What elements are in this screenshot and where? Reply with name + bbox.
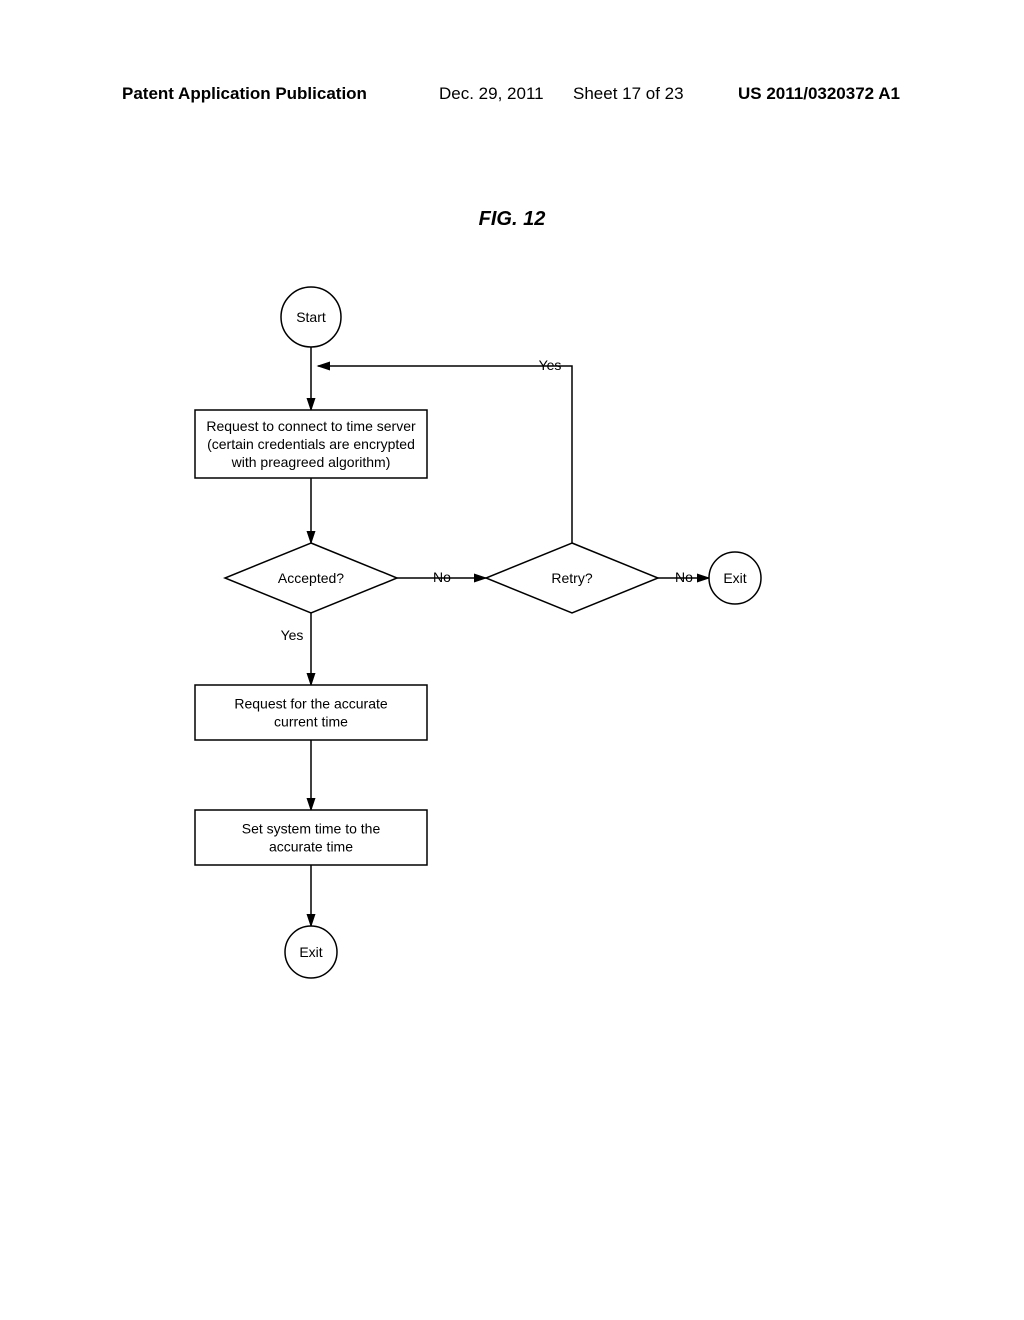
flowchart-node-label: Accepted? [278, 570, 344, 586]
flowchart-node-label: Retry? [551, 570, 592, 586]
flowchart-node-label: Exit [723, 570, 746, 586]
flowchart-edge-label: Yes [281, 627, 304, 643]
flowchart-node-label: Request to connect to time server [206, 418, 416, 434]
flowchart-node-set_time [195, 810, 427, 865]
flowchart-node-label: with preagreed algorithm) [231, 454, 391, 470]
flowchart-edge-label: No [433, 569, 451, 585]
flowchart-node-label: accurate time [269, 839, 353, 855]
flowchart-node-label: current time [274, 714, 348, 730]
flowchart-node-label: Set system time to the [242, 821, 381, 837]
flowchart-diagram: No No Yes Yes Start Request to connect to tim… [0, 0, 1024, 1320]
flowchart-node-label: Request for the accurate [234, 696, 388, 712]
flowchart-node-label: Start [296, 309, 326, 325]
flowchart-edge-label: No [675, 569, 693, 585]
flowchart-node-label: (certain credentials are encrypted [207, 436, 415, 452]
flowchart-node-label: Exit [299, 944, 322, 960]
flowchart-edge-label: Yes [539, 357, 562, 373]
flowchart-node-request_time [195, 685, 427, 740]
